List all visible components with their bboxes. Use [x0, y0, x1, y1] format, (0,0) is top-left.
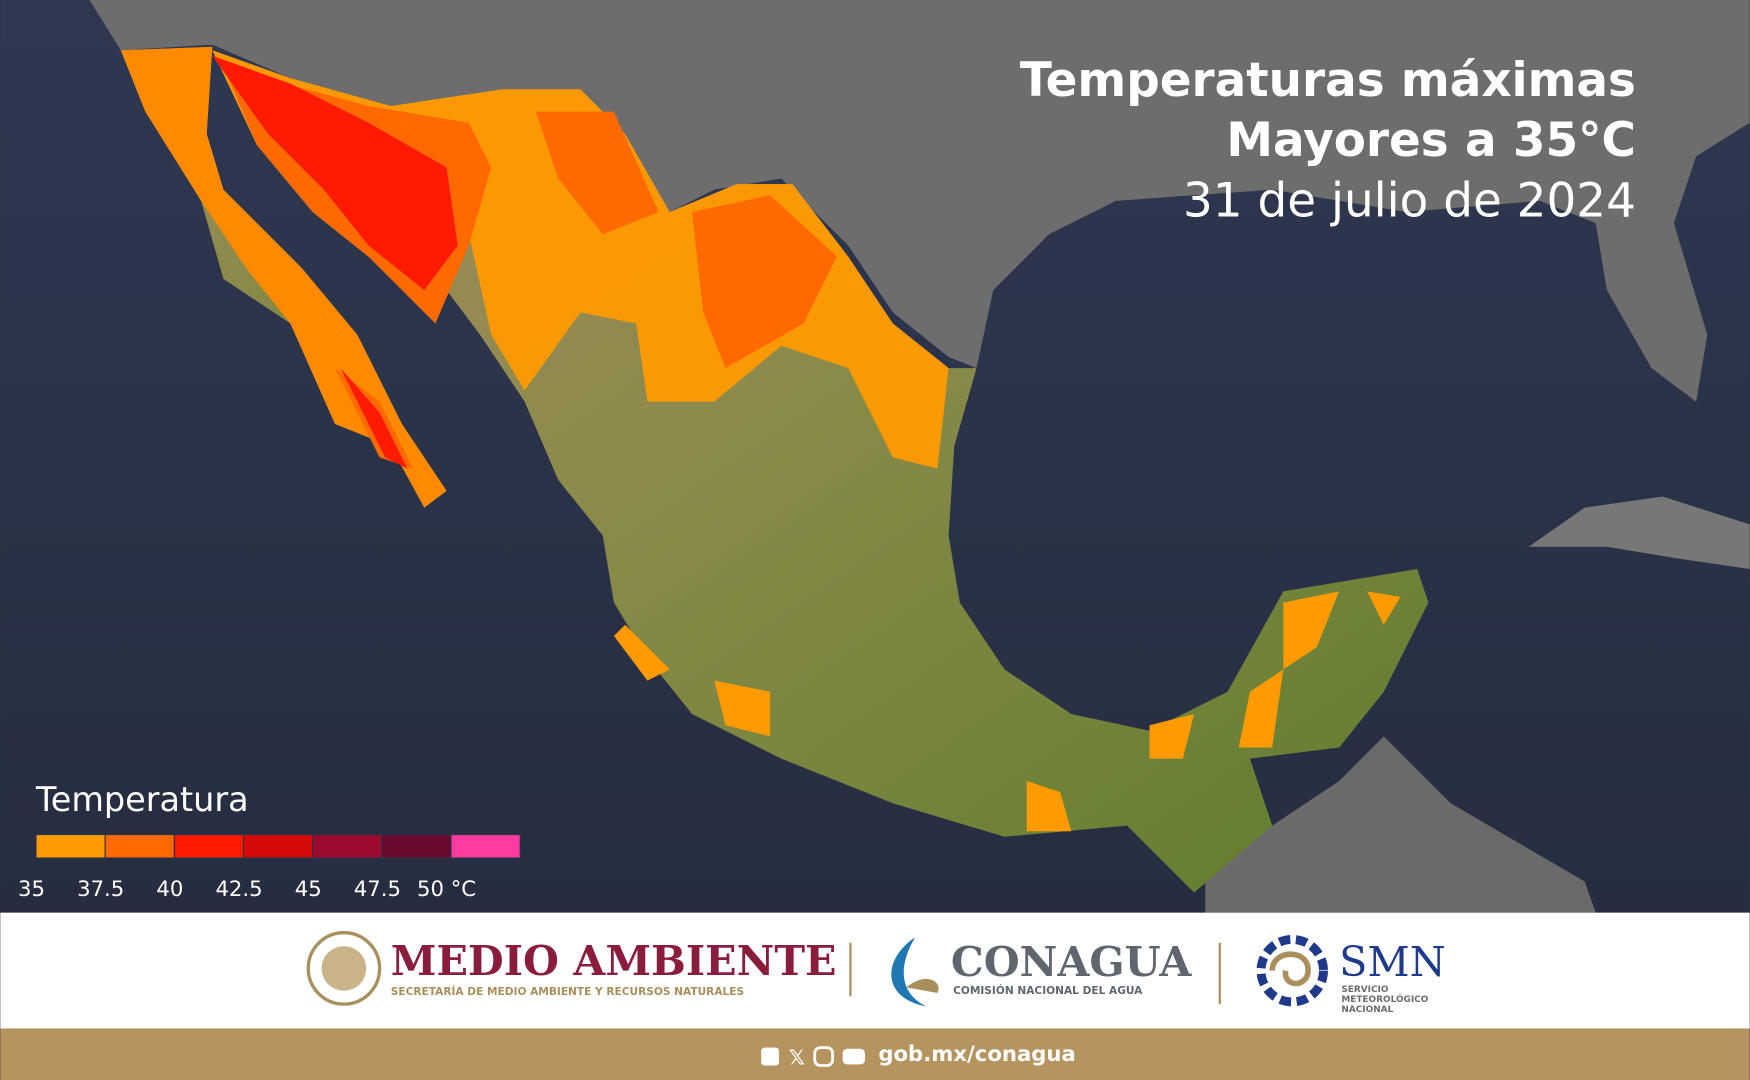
legend-label: 37.5 — [77, 876, 124, 901]
central-america-land — [1205, 736, 1596, 913]
logo-subtitle: SERVICIO METEOROLÓGICO NACIONAL — [1341, 984, 1429, 1015]
logo-name: MEDIO AMBIENTE — [391, 936, 837, 985]
logo-name: SMN — [1339, 938, 1446, 986]
title-block: Temperaturas máximas Mayores a 35°C 31 d… — [1020, 54, 1636, 228]
legend-swatch — [104, 833, 175, 859]
logo-smn: SMN SERVICIO METEOROLÓGICO NACIONAL — [1256, 934, 1446, 1015]
heat-area-orange-south — [613, 591, 1401, 832]
usa-land — [89, 0, 1750, 402]
logo-subtitle: SECRETARÍA DE MEDIO AMBIENTE Y RECURSOS … — [391, 985, 744, 998]
title: Temperaturas máximas — [1020, 54, 1636, 108]
logo-band — [0, 912, 1750, 1029]
legend-label: 35 — [18, 876, 45, 901]
facebook-icon[interactable] — [761, 1047, 780, 1066]
emblem-center — [321, 946, 367, 991]
conagua-icon — [891, 937, 927, 1007]
logo-conagua: CONAGUA COMISIÓN NACIONAL DEL AGUA — [891, 937, 1192, 1007]
smn-icon — [1256, 934, 1328, 1007]
legend-swatch — [450, 833, 521, 859]
subtitle: Mayores a 35°C — [1226, 114, 1635, 168]
instagram-icon[interactable] — [813, 1046, 834, 1067]
cuba-land — [1528, 496, 1750, 570]
legend-swatch — [312, 833, 383, 859]
youtube-icon[interactable] — [842, 1048, 865, 1065]
logo-subtitle: COMISIÓN NACIONAL DEL AGUA — [953, 984, 1143, 997]
logo-subtitle-box: SERVICIO METEOROLÓGICO NACIONAL — [1341, 984, 1429, 1015]
logo-medio-ambiente: MEDIO AMBIENTE SECRETARÍA DE MEDIO AMBIE… — [306, 931, 837, 1006]
smn-icon-spiral — [1269, 951, 1311, 987]
legend-swatch — [35, 833, 106, 859]
conagua-icon-bird — [906, 978, 939, 993]
legend-label: 45 — [295, 876, 322, 901]
legend-label: 50 °C — [417, 876, 476, 901]
legend-swatch — [381, 833, 452, 859]
legend-swatch — [173, 833, 245, 859]
legend: Temperatura 35 37.5 40 42.5 45 47.5 50 °C — [18, 780, 521, 901]
logo-name: CONAGUA — [951, 937, 1192, 986]
date: 31 de julio de 2024 — [1183, 174, 1636, 228]
legend-label: 40 — [156, 876, 183, 901]
social-icons: 𝕏 — [761, 1045, 865, 1069]
legend-label: 42.5 — [215, 876, 262, 901]
footer-bar — [0, 1028, 1750, 1080]
emblem — [306, 931, 382, 1006]
map — [0, 0, 1750, 913]
legend-swatch — [242, 833, 314, 859]
footer-url[interactable]: gob.mx/conagua — [878, 1041, 1075, 1066]
x-icon[interactable]: 𝕏 — [789, 1045, 805, 1069]
legend-title: Temperatura — [35, 780, 249, 819]
heat-area-red — [212, 55, 458, 469]
legend-label: 47.5 — [354, 876, 401, 901]
